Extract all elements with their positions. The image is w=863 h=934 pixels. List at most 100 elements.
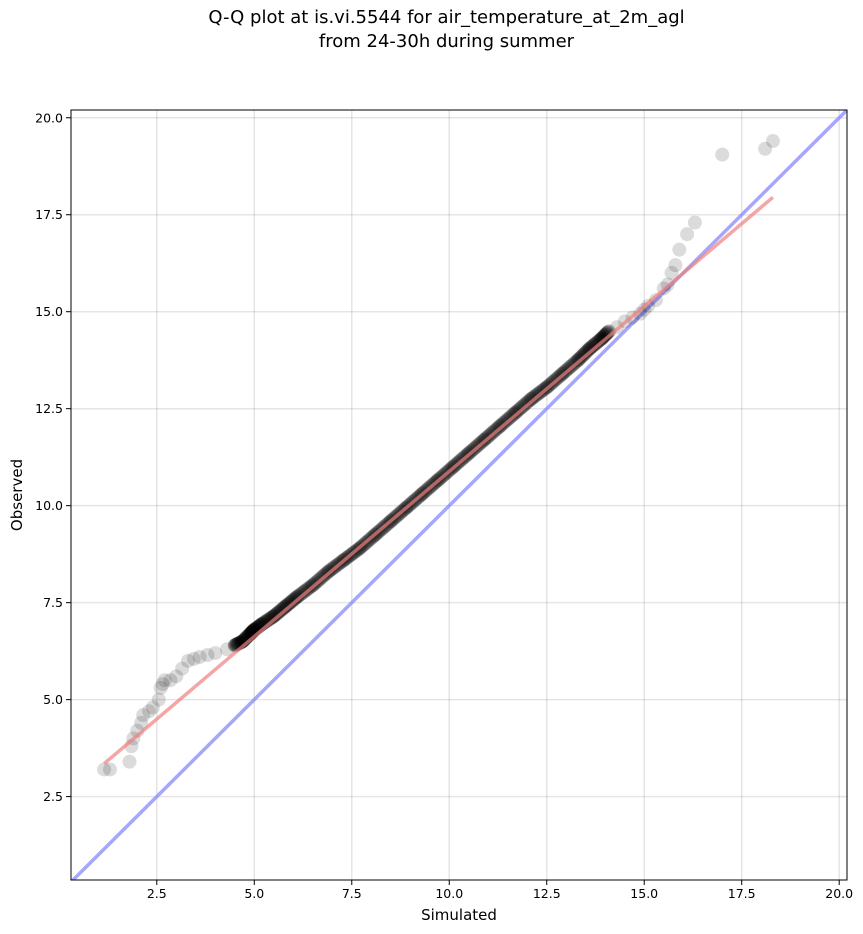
x-tick-label: 15.0: [630, 886, 658, 901]
quantile-point: [155, 677, 170, 692]
quantile-point: [277, 600, 292, 615]
y-tick-label: 5.0: [43, 692, 63, 707]
y-axis-label: Observed: [8, 459, 26, 531]
quantile-points: [97, 134, 780, 777]
quantile-point: [522, 393, 537, 408]
grid: [71, 110, 847, 880]
quantile-point: [134, 715, 149, 730]
quantile-point: [668, 258, 683, 273]
quantile-point: [294, 586, 309, 601]
quantile-point: [582, 341, 597, 356]
quantile-point: [151, 692, 166, 707]
quantile-point: [270, 606, 285, 621]
quantile-point: [672, 242, 687, 257]
quantile-point: [581, 342, 596, 357]
y-tick-label: 17.5: [35, 207, 63, 222]
quantile-point: [517, 397, 532, 412]
quantile-point: [136, 708, 151, 723]
x-tick-label: 10.0: [435, 886, 463, 901]
quantile-point: [276, 601, 291, 616]
y-tick-label: 20.0: [35, 110, 63, 125]
y-tick-label: 12.5: [35, 401, 63, 416]
quantile-point: [122, 754, 137, 769]
quantile-point: [524, 391, 539, 406]
chart-title: Q-Q plot at is.vi.5544 for air_temperatu…: [0, 6, 863, 54]
quantile-point: [285, 593, 300, 608]
chart-title-line-1: Q-Q plot at is.vi.5544 for air_temperatu…: [208, 7, 685, 28]
plot-frame: [70, 109, 848, 881]
quantile-point: [591, 333, 606, 348]
quantile-point: [583, 340, 598, 355]
axis-ticks: 2.5 5.0 7.5 10.0 12.5 15.0 17.5 20.0 2.5 5.0 7.5 10…: [35, 110, 853, 901]
quantile-point: [633, 306, 648, 321]
x-tick-label: 5.0: [244, 886, 264, 901]
quantile-point: [266, 609, 281, 624]
quantile-point: [102, 762, 117, 777]
quantile-point: [586, 338, 601, 353]
quantile-point: [153, 680, 168, 695]
quantile-point: [274, 602, 289, 617]
quantile-point: [758, 141, 773, 156]
quantile-point: [637, 302, 652, 317]
quantile-point: [141, 704, 156, 719]
quantile-point: [278, 599, 293, 614]
quantile-point: [287, 591, 302, 606]
y-tick-label: 2.5: [43, 789, 63, 804]
quantile-point: [687, 215, 702, 230]
quantile-point: [265, 609, 280, 624]
quantile-point: [648, 293, 663, 308]
y-tick-label: 7.5: [43, 595, 63, 610]
x-tick-label: 12.5: [533, 886, 561, 901]
fit-line: [103, 195, 775, 765]
y-tick-label: 15.0: [35, 304, 63, 319]
quantile-point: [664, 265, 679, 280]
quantile-point: [219, 642, 234, 657]
quantile-point: [584, 339, 599, 354]
quantile-point: [595, 331, 610, 346]
quantile-point: [267, 608, 282, 623]
quantile-point: [641, 298, 656, 313]
quantile-point: [525, 390, 540, 405]
quantile-point: [286, 592, 301, 607]
quantile-point: [145, 700, 160, 715]
quantile-point: [97, 762, 112, 777]
quantile-point: [596, 329, 611, 344]
quantile-point: [588, 336, 603, 351]
identity-line: [71, 110, 847, 880]
quantile-point: [715, 147, 730, 162]
quantile-point: [163, 673, 178, 688]
x-tick-label: 7.5: [342, 886, 362, 901]
quantile-point: [269, 607, 284, 622]
quantile-point: [271, 605, 286, 620]
quantile-point: [192, 649, 207, 664]
quantile-point: [593, 332, 608, 347]
identity-line-layer: [71, 110, 847, 880]
quantile-point: [283, 595, 298, 610]
chart-title-line-2: from 24-30h during summer: [318, 31, 575, 52]
quantile-point: [273, 603, 288, 618]
quantile-point: [575, 348, 590, 363]
quantile-point: [580, 343, 595, 358]
quantile-point: [519, 396, 534, 411]
quantile-point: [186, 651, 201, 666]
quantile-point: [595, 330, 610, 345]
quantile-point: [289, 590, 304, 605]
y-tick-label: 10.0: [35, 498, 63, 513]
quantile-point: [284, 594, 299, 609]
fit-line-layer: [103, 195, 775, 765]
quantile-point: [279, 598, 294, 613]
quantile-point: [169, 669, 184, 684]
quantile-point: [587, 337, 602, 352]
quantile-point: [290, 589, 305, 604]
quantile-point: [579, 345, 594, 360]
quantile-point: [521, 394, 536, 409]
quantile-point: [208, 646, 223, 661]
quantile-point: [272, 604, 287, 619]
x-tick-label: 2.5: [147, 886, 167, 901]
quantile-point: [577, 346, 592, 361]
quantile-point: [680, 227, 695, 242]
x-axis-label: Simulated: [421, 906, 497, 924]
quantile-point: [589, 335, 604, 350]
quantile-point: [590, 334, 605, 349]
